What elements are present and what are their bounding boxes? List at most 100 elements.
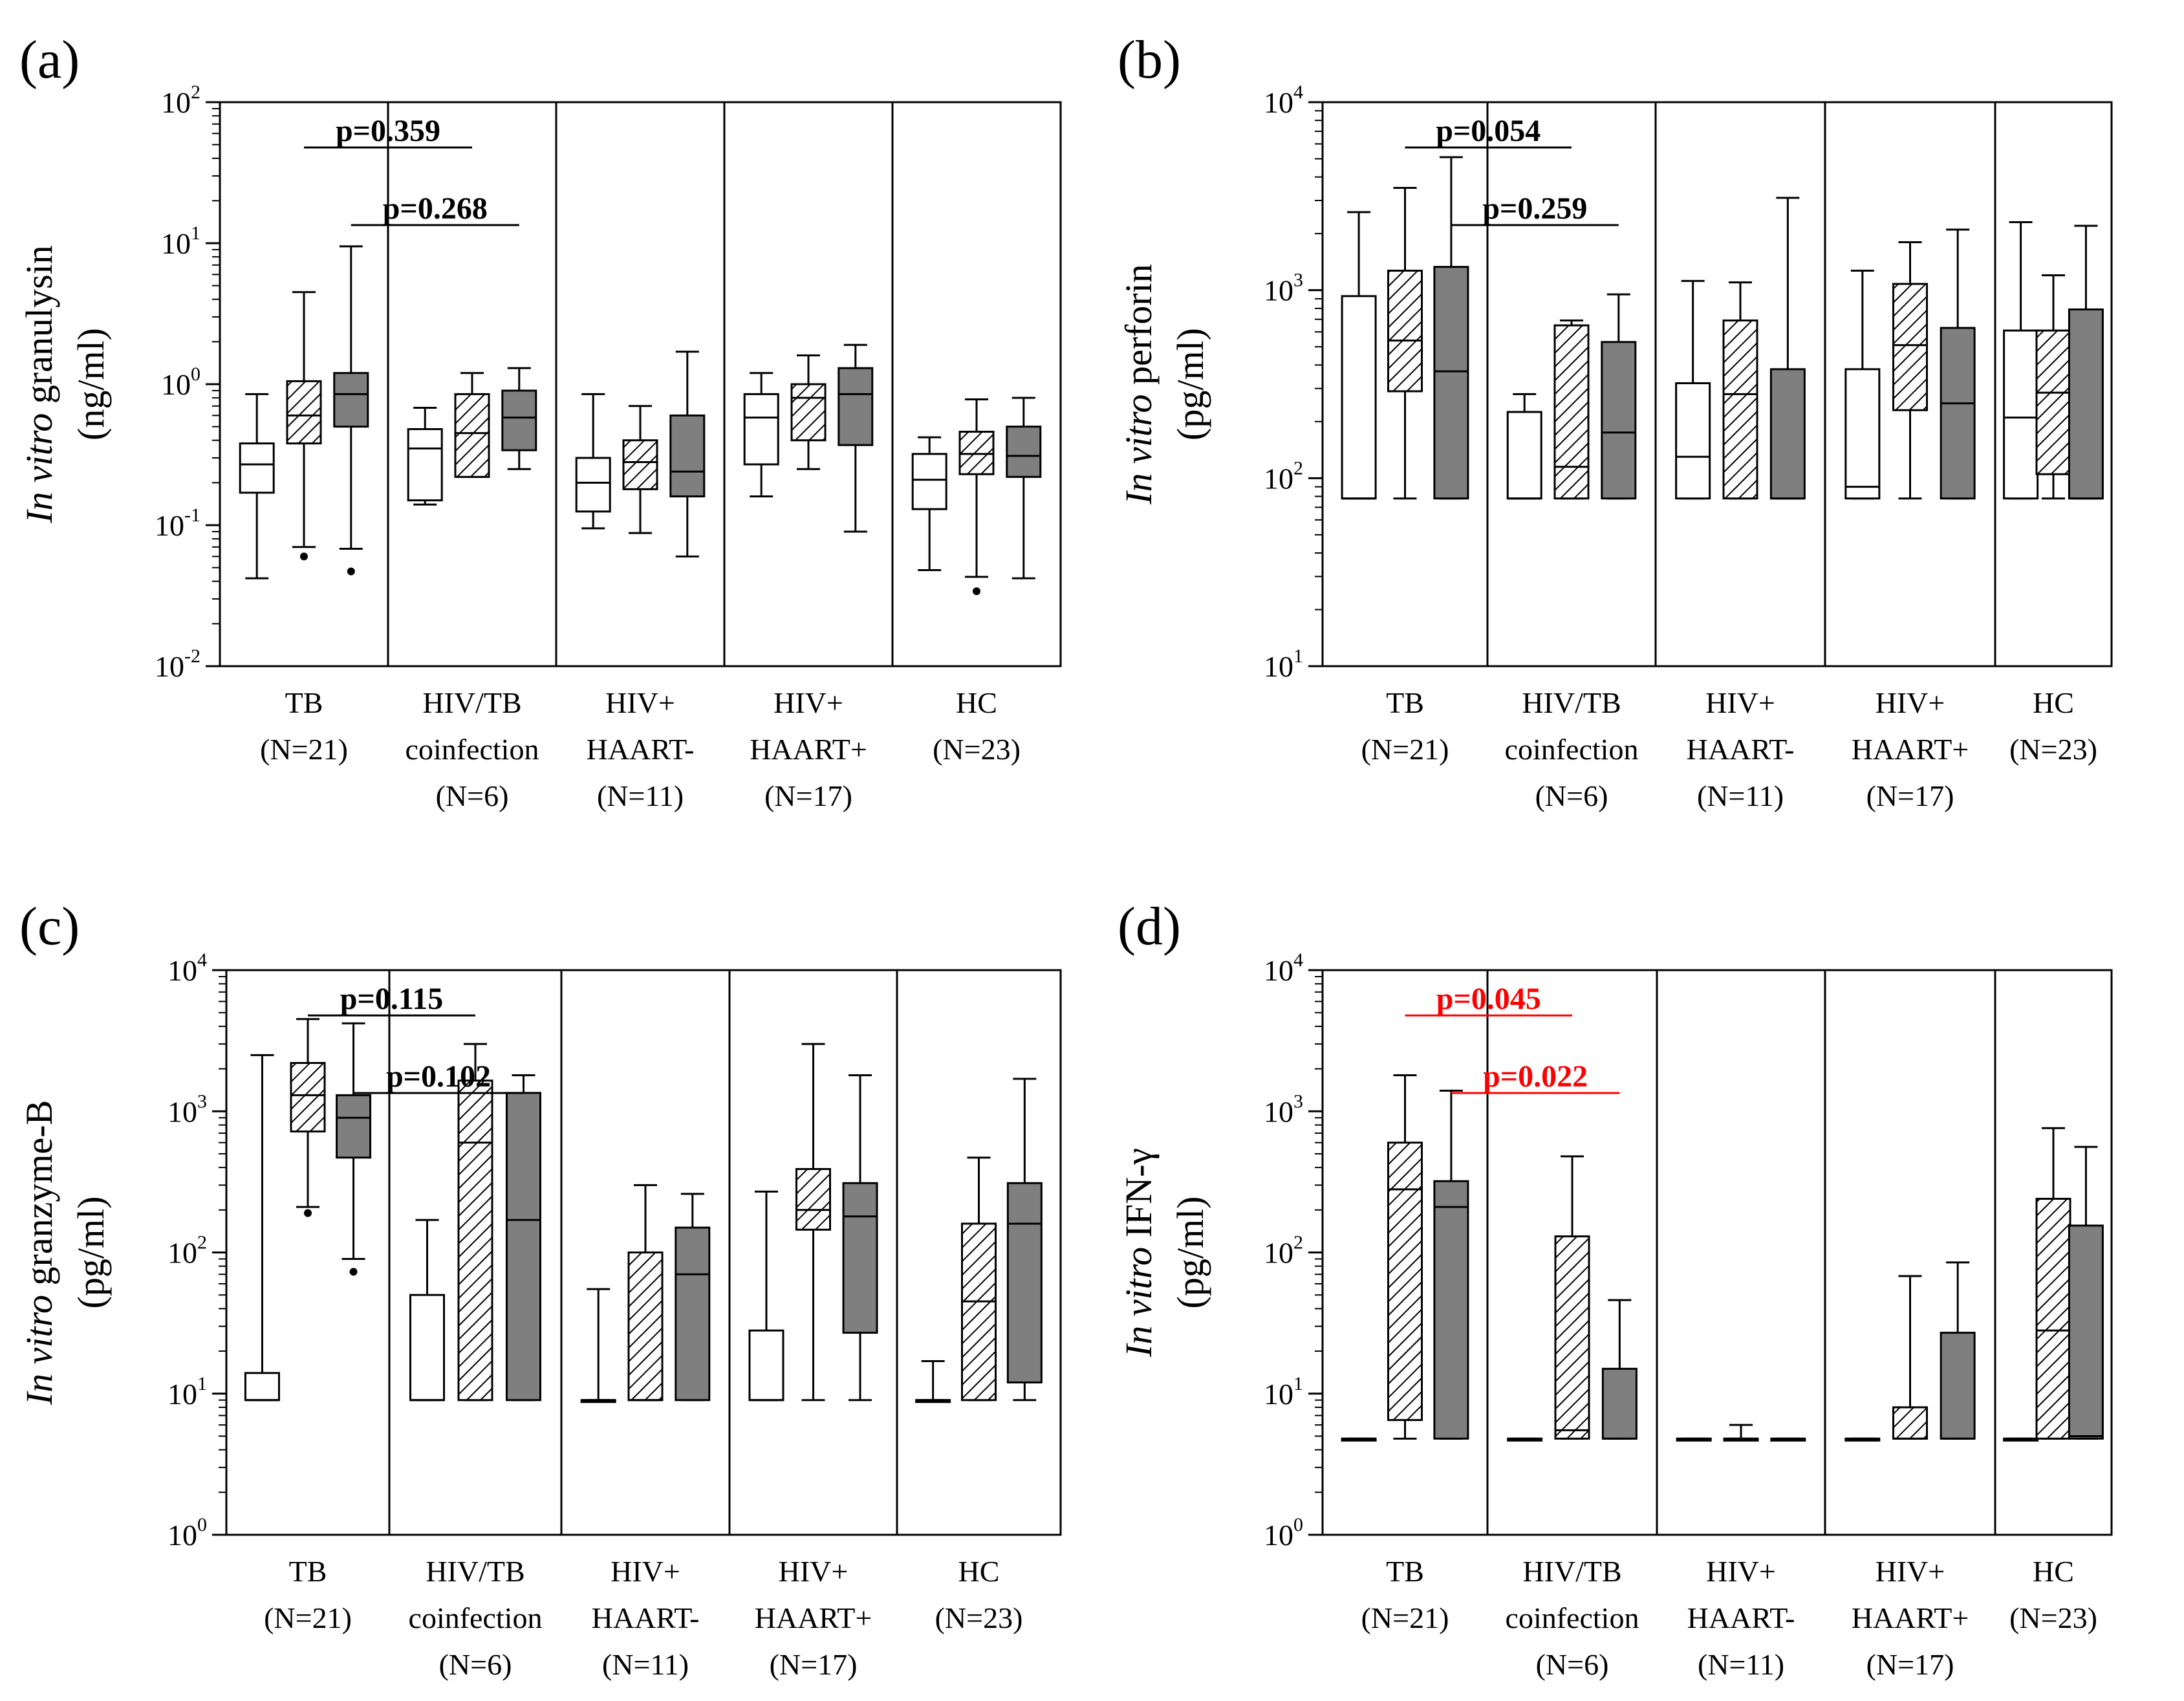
box-iqr xyxy=(669,414,706,498)
x-category-label: HIV/TB xyxy=(422,686,521,719)
y-tick-label: 101 xyxy=(168,1373,207,1411)
y-tick-label: 100 xyxy=(168,1514,207,1552)
box-iqr xyxy=(1341,295,1377,500)
box-iqr xyxy=(505,1092,541,1402)
box-open xyxy=(1844,269,1881,500)
x-category-label: HIV/TB xyxy=(1522,1555,1621,1588)
y-axis-label: In vitro perforin xyxy=(1118,264,1160,505)
y-tick-label: 103 xyxy=(1264,1090,1303,1128)
x-category-label: (N=17) xyxy=(1866,779,1954,812)
x-category-label: (N=11) xyxy=(597,779,684,812)
x-category-label: HC xyxy=(958,1555,1000,1588)
box-iqr xyxy=(1006,426,1042,478)
p-value-label: p=0.102 xyxy=(386,1059,491,1094)
y-tick-label: 104 xyxy=(1264,81,1303,119)
panel-label: (d) xyxy=(1118,896,1181,957)
box-hatched xyxy=(290,1018,326,1217)
box-filled xyxy=(675,1193,711,1402)
box-iqr xyxy=(842,1182,878,1334)
panel-b: (b) 101 102 103 104 In vitro perforin (pg/ml) T… xyxy=(1118,30,2113,812)
box-filled xyxy=(1769,197,1806,500)
y-tick-label: 100 xyxy=(1264,1514,1303,1552)
outlier-point xyxy=(349,1268,358,1276)
p-value-label: p=0.054 xyxy=(1436,114,1541,148)
p-value-label: p=0.359 xyxy=(336,114,440,148)
x-category-label: HIV+ xyxy=(605,686,675,719)
y-tick-label: 103 xyxy=(1264,270,1303,307)
box-iqr xyxy=(1601,1367,1638,1440)
box-iqr xyxy=(790,383,827,442)
box-iqr xyxy=(911,453,947,510)
box-hatched xyxy=(790,354,827,470)
box-iqr xyxy=(2035,1198,2071,1440)
x-category-label: TB xyxy=(1386,686,1424,719)
x-category-label: coinfection xyxy=(1506,1601,1639,1634)
box-filled xyxy=(1940,228,1976,500)
box-hatched xyxy=(622,405,658,534)
box-hatched xyxy=(1387,187,1423,500)
box-hatched xyxy=(454,372,490,478)
x-category-label: (N=11) xyxy=(1698,1648,1784,1681)
outlier-point xyxy=(300,552,308,561)
outlier-point xyxy=(347,567,355,576)
box-iqr xyxy=(1769,368,1806,500)
y-axis-unit: (ng/ml) xyxy=(70,328,112,440)
box-iqr xyxy=(627,1251,664,1402)
box-iqr xyxy=(1892,283,1928,411)
y-axis-unit: (pg/ml) xyxy=(70,1197,112,1309)
y-axis-unit: (pg/ml) xyxy=(1169,1197,1211,1309)
box-open xyxy=(2003,1437,2039,1442)
x-category-label: HAART+ xyxy=(755,1601,872,1634)
box-open xyxy=(915,1360,951,1403)
box-iqr xyxy=(501,389,537,451)
x-category-label: (N=17) xyxy=(764,779,852,812)
box-open xyxy=(239,393,275,580)
x-category-label: HAART- xyxy=(1687,1601,1795,1634)
box-filled xyxy=(838,343,874,533)
box-iqr xyxy=(1601,341,1637,500)
x-category-label: HIV+ xyxy=(779,1555,849,1588)
y-tick-label: 10-2 xyxy=(155,645,200,683)
box-open xyxy=(748,1190,784,1402)
box-hatched xyxy=(286,291,322,561)
y-tick-label: 104 xyxy=(1264,949,1303,987)
box-hatched xyxy=(1723,1424,1759,1442)
panel-c: (c) 100 101 102 103 104 In vitro granzyme-B (pg… xyxy=(18,896,1062,1681)
plot-frame xyxy=(1321,101,2113,667)
box-iqr xyxy=(961,1222,997,1402)
y-tick-label: 100 xyxy=(161,363,200,401)
box-hatched xyxy=(961,1156,997,1402)
box-iqr xyxy=(454,393,490,478)
box-iqr xyxy=(1387,269,1423,393)
x-category-label: HIV+ xyxy=(1706,1555,1776,1588)
x-category-label: coinfection xyxy=(1505,733,1639,766)
box-open xyxy=(1341,1437,1377,1442)
box-iqr xyxy=(336,1094,372,1159)
box-iqr xyxy=(2035,329,2071,475)
box-filled xyxy=(1770,1437,1806,1442)
box-filled xyxy=(2068,1145,2104,1440)
x-category-label: (N=23) xyxy=(2009,733,2097,766)
x-category-label: TB xyxy=(289,1555,327,1588)
box-open xyxy=(1675,279,1711,500)
x-category-label: (N=21) xyxy=(264,1601,352,1634)
x-category-label: HC xyxy=(2033,1555,2074,1588)
x-category-label: (N=21) xyxy=(1361,1601,1449,1634)
x-category-label: HAART- xyxy=(592,1601,700,1634)
x-category-label: HIV+ xyxy=(611,1555,680,1588)
box-open xyxy=(244,1054,280,1402)
box-hatched xyxy=(627,1184,664,1402)
x-category-label: HAART- xyxy=(587,733,695,766)
box-iqr xyxy=(2003,329,2039,500)
box-iqr xyxy=(333,372,369,428)
x-category-label: HAART+ xyxy=(750,733,867,766)
y-tick-label: 10-1 xyxy=(155,504,200,542)
box-filled xyxy=(333,245,369,576)
x-category-label: HIV+ xyxy=(773,686,843,719)
box-filled xyxy=(1433,1089,1469,1440)
y-tick-label: 101 xyxy=(1264,1373,1303,1411)
x-category-label: HIV+ xyxy=(1705,686,1775,719)
box-hatched xyxy=(1553,320,1590,500)
box-iqr xyxy=(748,1329,784,1402)
box-hatched xyxy=(457,1043,493,1402)
